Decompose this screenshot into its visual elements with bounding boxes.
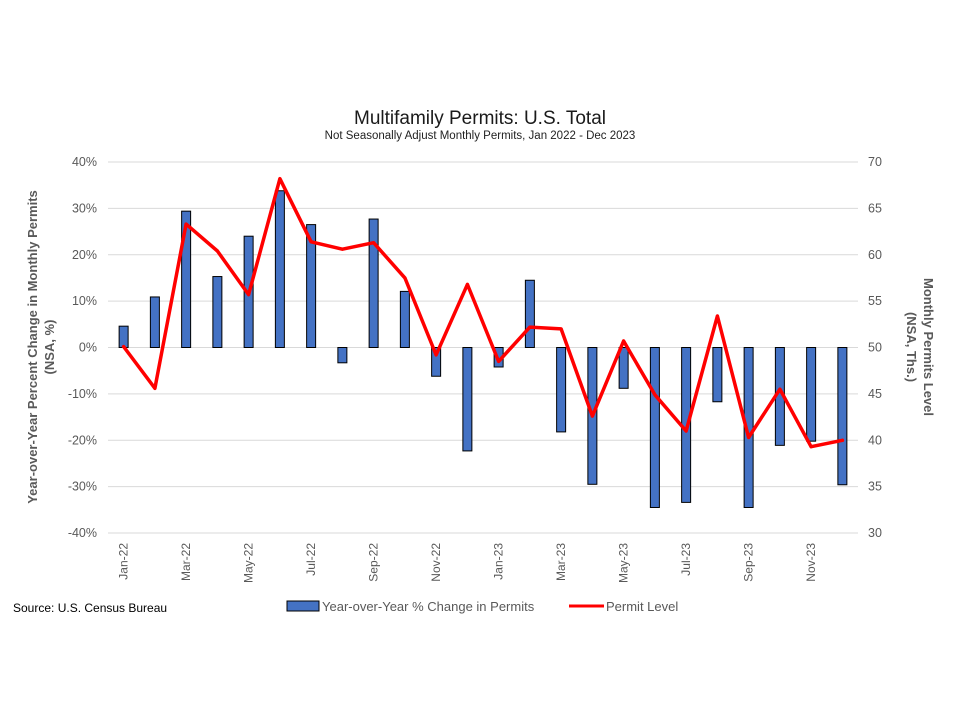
line-point — [840, 438, 844, 442]
line-point — [278, 177, 282, 181]
x-tick-label: Sep-23 — [742, 543, 756, 582]
chart-subtitle: Not Seasonally Adjust Monthly Permits, J… — [325, 130, 636, 142]
x-tick-label: Nov-22 — [429, 543, 443, 582]
bar — [524, 279, 535, 349]
left-axis-title-line2: (NSA, %) — [42, 320, 57, 375]
right-tick-label: 30 — [868, 526, 882, 540]
bar — [649, 347, 660, 508]
line-point — [122, 345, 126, 349]
bar — [337, 347, 348, 364]
legend-bar-swatch — [286, 600, 320, 612]
bar — [399, 290, 410, 349]
bar — [806, 347, 817, 442]
line-point — [497, 359, 501, 363]
line-point — [528, 325, 532, 329]
source-note: Source: U.S. Census Bureau — [13, 601, 167, 615]
legend: Year-over-Year % Change in Permits Permi… — [286, 599, 678, 614]
line-point — [715, 314, 719, 318]
right-tick-label: 60 — [868, 248, 882, 262]
right-tick-label: 50 — [868, 341, 882, 355]
line-point — [247, 293, 251, 297]
bar — [837, 347, 848, 486]
line-point — [403, 276, 407, 280]
left-tick-label: -30% — [68, 480, 97, 494]
left-tick-label: -20% — [68, 433, 97, 447]
line-point — [559, 327, 563, 331]
line-point — [309, 240, 313, 244]
bar — [431, 347, 442, 377]
right-axis-title-line1: Monthly Permits Level — [921, 278, 936, 416]
left-axis-title-line1: Year-over-Year Percent Change in Monthly… — [25, 190, 40, 504]
x-tick-label: Nov-23 — [804, 543, 818, 582]
line-point — [340, 247, 344, 251]
bar — [274, 190, 285, 348]
right-tick-label: 65 — [868, 201, 882, 215]
x-axis-ticks: Jan-22 Mar-22 May-22 Jul-22 Sep-22 Nov-22 Jan-… — [117, 543, 819, 583]
right-tick-label: 55 — [868, 294, 882, 308]
x-tick-label: Jul-22 — [304, 543, 318, 576]
permit-level-line — [121, 176, 845, 449]
x-tick-label: Sep-22 — [367, 543, 381, 582]
line-point — [184, 222, 188, 226]
left-tick-label: 10% — [72, 294, 97, 308]
bar — [306, 224, 317, 348]
bar — [181, 210, 192, 348]
line-point — [372, 241, 376, 245]
x-tick-label: Jul-23 — [679, 543, 693, 576]
line-point — [590, 414, 594, 418]
x-tick-label: Mar-23 — [554, 543, 568, 581]
right-tick-label: 40 — [868, 433, 882, 447]
bar — [712, 347, 723, 403]
x-tick-label: Mar-22 — [179, 543, 193, 581]
bar — [462, 347, 473, 452]
right-axis-ticks: 70 65 60 55 50 45 40 35 30 — [868, 155, 882, 540]
line-point — [809, 445, 813, 449]
x-tick-label: May-22 — [242, 543, 256, 583]
x-tick-label: May-23 — [617, 543, 631, 583]
line-point — [465, 282, 469, 286]
bar — [618, 347, 629, 389]
x-tick-label: Jan-22 — [117, 543, 131, 580]
left-tick-label: -10% — [68, 387, 97, 401]
gridlines — [108, 161, 858, 534]
left-tick-label: 0% — [79, 341, 97, 355]
right-tick-label: 70 — [868, 155, 882, 169]
line-series — [121, 176, 845, 449]
line-point — [622, 339, 626, 343]
bar — [118, 325, 129, 349]
line-point — [684, 429, 688, 433]
right-tick-label: 45 — [868, 387, 882, 401]
bar — [368, 218, 379, 348]
right-tick-label: 35 — [868, 480, 882, 494]
line-point — [747, 435, 751, 439]
left-tick-label: 40% — [72, 155, 97, 169]
bar — [149, 296, 160, 349]
line-point — [434, 353, 438, 357]
left-tick-label: 20% — [72, 248, 97, 262]
line-point — [778, 387, 782, 391]
legend-line-label: Permit Level — [606, 599, 678, 614]
x-tick-label: Jan-23 — [492, 543, 506, 580]
left-tick-label: 30% — [72, 201, 97, 215]
line-point — [215, 249, 219, 253]
line-point — [653, 393, 657, 397]
right-axis-title-line2: (NSA, Ths.) — [904, 312, 919, 382]
left-tick-label: -40% — [68, 526, 97, 540]
chart-title: Multifamily Permits: U.S. Total — [354, 108, 606, 129]
bar — [556, 347, 567, 433]
bar-series — [118, 190, 848, 508]
bar — [212, 276, 223, 349]
line-point — [153, 386, 157, 390]
legend-bar-label: Year-over-Year % Change in Permits — [322, 599, 535, 614]
left-axis-ticks: 40% 30% 20% 10% 0% -10% -20% -30% -40% — [68, 155, 97, 540]
